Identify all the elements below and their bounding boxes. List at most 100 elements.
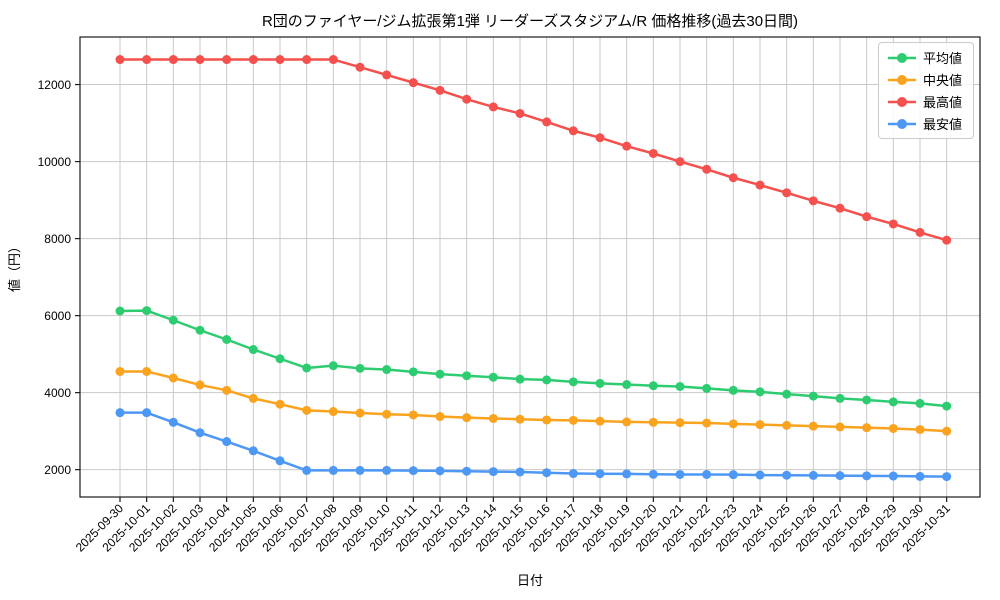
data-point-中央値	[142, 366, 152, 376]
legend-label: 最高値	[923, 95, 963, 110]
data-point-最安値	[835, 471, 845, 481]
data-point-最高値	[648, 148, 658, 158]
data-point-最高値	[248, 55, 258, 65]
data-point-平均値	[702, 383, 712, 393]
data-point-中央値	[648, 417, 658, 427]
data-point-中央値	[355, 408, 365, 418]
data-point-最安値	[888, 471, 898, 481]
legend-item-最安値: 最安値	[887, 114, 965, 133]
y-tick-label: 12000	[38, 78, 72, 92]
data-point-平均値	[408, 367, 418, 377]
data-point-平均値	[808, 391, 818, 401]
legend-marker-icon	[888, 96, 916, 107]
y-tick-label: 10000	[38, 155, 72, 169]
data-point-最高値	[755, 180, 765, 190]
data-point-最高値	[542, 117, 552, 127]
data-point-平均値	[382, 365, 392, 375]
data-point-中央値	[542, 415, 552, 425]
plot-frame	[79, 36, 981, 498]
data-point-最安値	[808, 470, 818, 480]
data-point-中央値	[488, 413, 498, 423]
data-point-最高値	[408, 78, 418, 88]
data-point-最高値	[782, 188, 792, 198]
data-point-中央値	[568, 415, 578, 425]
data-point-最安値	[782, 470, 792, 480]
data-point-最安値	[648, 469, 658, 479]
data-point-平均値	[275, 354, 285, 364]
data-point-最高値	[595, 133, 605, 143]
data-point-最高値	[462, 94, 472, 104]
data-point-最安値	[862, 471, 872, 481]
data-point-平均値	[862, 395, 872, 405]
data-point-平均値	[942, 401, 952, 411]
data-point-最安値	[622, 469, 632, 479]
data-point-最高値	[328, 55, 338, 65]
data-point-中央値	[408, 410, 418, 420]
data-point-平均値	[515, 374, 525, 384]
y-tick-label: 6000	[44, 309, 71, 323]
data-point-平均値	[168, 315, 178, 325]
data-point-最安値	[382, 465, 392, 475]
data-point-最高値	[942, 235, 952, 245]
data-point-最安値	[675, 469, 685, 479]
data-point-最安値	[488, 467, 498, 477]
data-point-中央値	[515, 414, 525, 424]
data-point-最高値	[915, 227, 925, 237]
legend-label: 平均値	[923, 51, 963, 66]
data-point-中央値	[755, 420, 765, 430]
data-point-平均値	[195, 325, 205, 335]
data-point-最安値	[595, 469, 605, 479]
series-line-平均値	[118, 309, 948, 408]
data-point-平均値	[542, 375, 552, 385]
data-point-最安値	[542, 468, 552, 478]
data-point-中央値	[675, 418, 685, 428]
data-point-中央値	[435, 412, 445, 422]
data-point-最安値	[115, 408, 125, 418]
data-point-最高値	[888, 219, 898, 229]
data-point-平均値	[728, 385, 738, 395]
data-point-最安値	[355, 465, 365, 475]
data-point-平均値	[248, 345, 258, 355]
data-point-最高値	[808, 196, 818, 206]
data-point-最高値	[515, 108, 525, 118]
data-point-最安値	[142, 408, 152, 418]
legend-item-最高値: 最高値	[887, 92, 965, 111]
data-point-平均値	[462, 371, 472, 381]
data-point-平均値	[302, 363, 312, 373]
data-point-中央値	[915, 425, 925, 435]
data-point-平均値	[115, 306, 125, 316]
legend-marker-icon	[888, 118, 916, 129]
data-point-最安値	[942, 472, 952, 482]
data-point-最安値	[435, 466, 445, 476]
data-point-中央値	[195, 380, 205, 390]
data-point-最安値	[515, 467, 525, 477]
data-point-最高値	[302, 55, 312, 65]
data-point-中央値	[462, 413, 472, 423]
data-point-中央値	[942, 426, 952, 436]
data-point-平均値	[488, 372, 498, 382]
data-point-中央値	[782, 420, 792, 430]
data-point-中央値	[835, 422, 845, 432]
data-point-平均値	[755, 387, 765, 397]
x-axis-label: 日付	[516, 573, 543, 588]
legend-item-平均値: 平均値	[887, 48, 965, 67]
data-point-最高値	[488, 102, 498, 112]
data-point-最高値	[382, 70, 392, 80]
data-point-最高値	[835, 203, 845, 213]
data-point-最安値	[302, 465, 312, 475]
series-line-最安値	[118, 411, 948, 478]
data-point-最安値	[915, 471, 925, 481]
data-point-平均値	[675, 381, 685, 391]
data-point-中央値	[248, 393, 258, 403]
data-point-中央値	[302, 405, 312, 415]
data-point-最高値	[568, 126, 578, 136]
y-tick-label: 8000	[44, 232, 71, 246]
data-point-平均値	[595, 378, 605, 388]
data-point-中央値	[168, 373, 178, 383]
data-point-中央値	[222, 385, 232, 395]
data-point-中央値	[275, 399, 285, 409]
data-point-平均値	[915, 398, 925, 408]
data-point-最安値	[222, 437, 232, 447]
legend: 平均値 中央値 最高値 最安値	[878, 42, 974, 139]
